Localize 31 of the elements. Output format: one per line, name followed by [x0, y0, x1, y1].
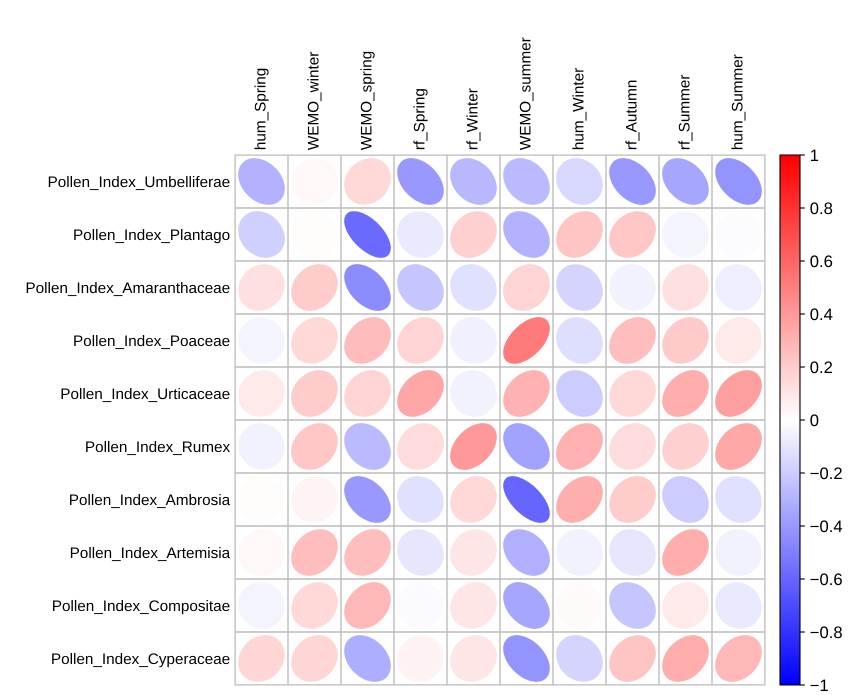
x-tick-label: hum_Summer: [731, 54, 746, 150]
y-tick-label: Pollen_Index_Ambrosia: [70, 494, 230, 508]
color-bar-label: −0.8: [810, 626, 842, 638]
y-tick-label: Pollen_Index_Cyperaceae: [52, 652, 230, 668]
x-tick-label: rf_Winter: [466, 88, 480, 150]
color-bar-label: 0.4: [810, 308, 832, 320]
x-tick-label: WEMO_summer: [520, 38, 534, 150]
y-tick-label: Pollen_Index_Plantago: [74, 228, 230, 244]
y-tick-label: Pollen_Index_Rumex: [86, 440, 230, 456]
x-tick-label: hum_Spring: [254, 68, 269, 150]
x-tick-label: rf_Summer: [678, 74, 692, 150]
color-bar-label: 1: [810, 150, 818, 162]
y-tick-label: Pollen_Index_Compositae: [53, 600, 230, 614]
y-tick-label: Pollen_Index_Umbelliferae: [48, 176, 230, 190]
y-tick-label: Pollen_Index_Urticaceae: [62, 388, 230, 402]
y-tick-label: Pollen_Index_Amaranthaceae: [26, 282, 230, 296]
y-tick-label: Pollen_Index_Poaceae: [74, 334, 230, 350]
x-tick-label: WEMO_winter: [307, 52, 322, 150]
color-bar-label: 0.2: [810, 361, 832, 374]
color-bar-label: 0.8: [810, 202, 832, 214]
color-bar-label: −1: [810, 680, 828, 692]
color-bar-label: −0.4: [810, 520, 842, 532]
x-tick-label: WEMO_spring: [360, 52, 375, 150]
color-bar-label: 0.6: [810, 255, 832, 268]
x-tick-label: rf_Spring: [413, 89, 428, 150]
color-bar-label: −0.2: [810, 467, 842, 480]
color-bar-label: −0.6: [810, 573, 842, 586]
x-tick-label: rf_Autumn: [625, 80, 640, 150]
color-bar-label: 0: [810, 414, 818, 426]
y-tick-label: Pollen_Index_Artemisia: [70, 546, 230, 562]
x-tick-label: hum_Winter: [572, 68, 586, 150]
